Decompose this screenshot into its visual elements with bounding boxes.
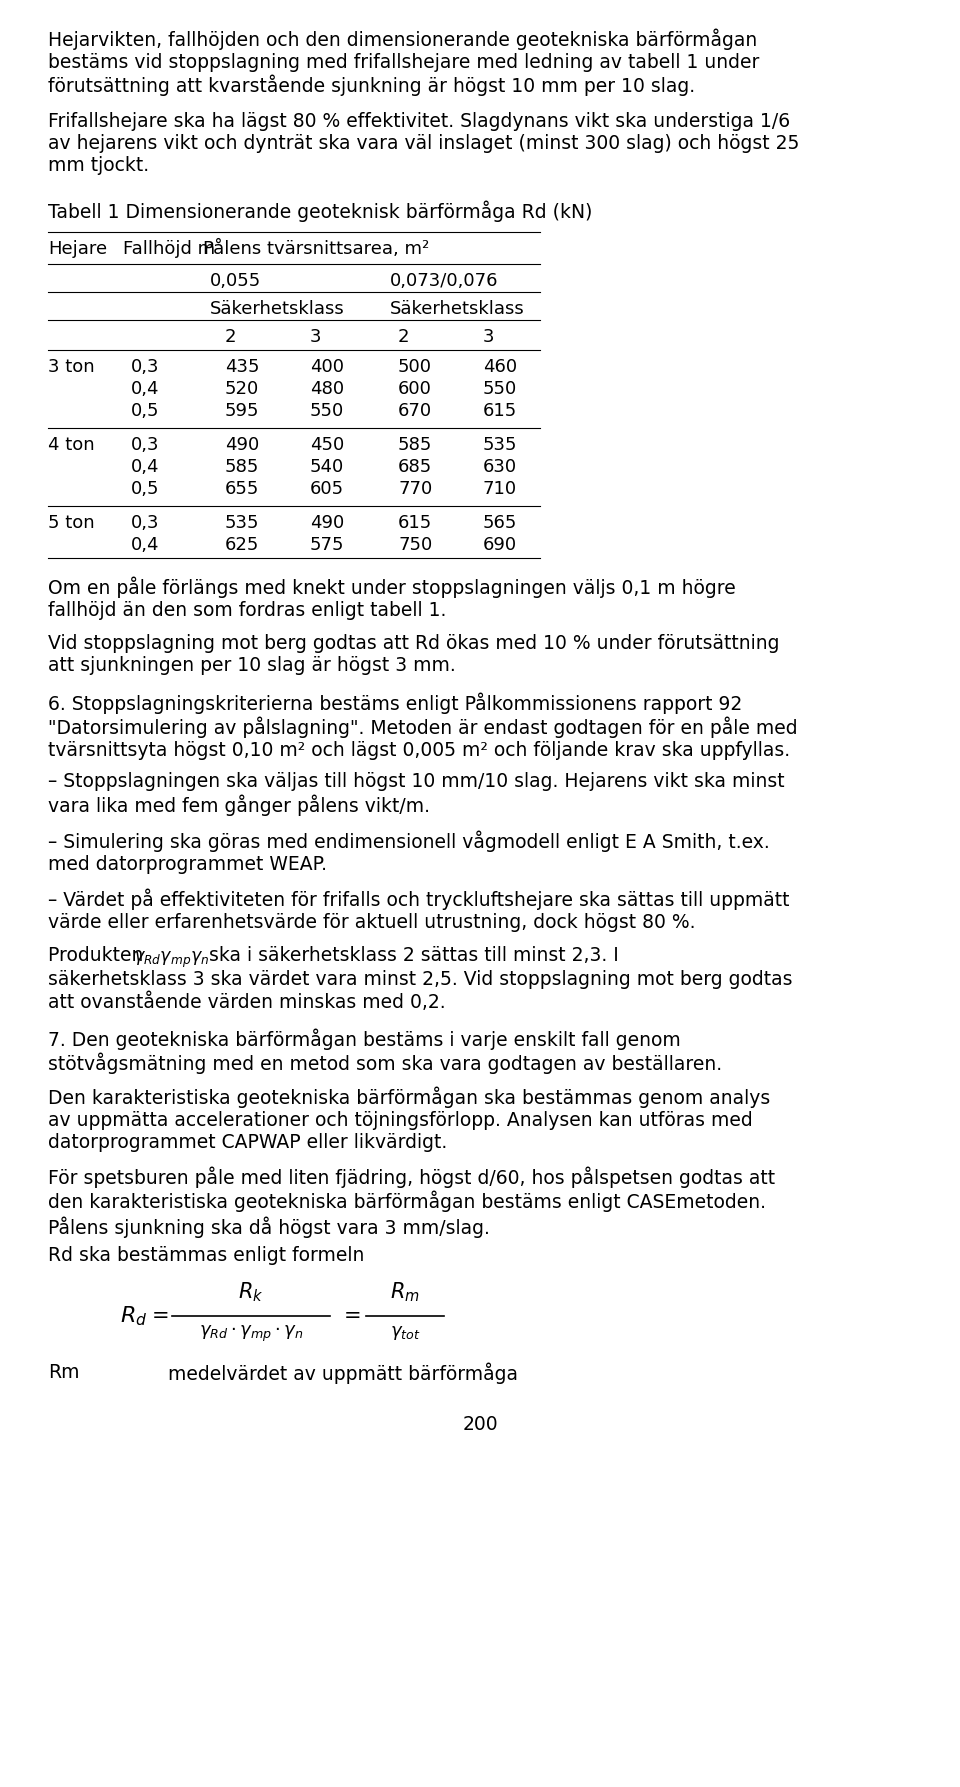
Text: Vid stoppslagning mot berg godtas att Rd ökas med 10 % under förutsättning
att s: Vid stoppslagning mot berg godtas att Rd… [48, 634, 780, 675]
Text: 600: 600 [398, 381, 432, 399]
Text: 535: 535 [483, 436, 517, 454]
Text: 3: 3 [483, 329, 494, 347]
Text: 0,073/0,076: 0,073/0,076 [390, 272, 498, 289]
Text: medelvärdet av uppmätt bärförmåga: medelvärdet av uppmätt bärförmåga [168, 1363, 518, 1385]
Text: 0,4: 0,4 [131, 536, 159, 554]
Text: 0,3: 0,3 [131, 515, 159, 533]
Text: 0,3: 0,3 [131, 357, 159, 375]
Text: 4 ton: 4 ton [48, 436, 95, 454]
Text: =: = [344, 1306, 362, 1326]
Text: 630: 630 [483, 457, 517, 475]
Text: 520: 520 [225, 381, 259, 399]
Text: 690: 690 [483, 536, 517, 554]
Text: Tabell 1 Dimensionerande geoteknisk bärförmåga Rd (kN): Tabell 1 Dimensionerande geoteknisk bärf… [48, 200, 592, 222]
Text: 2: 2 [398, 329, 410, 347]
Text: 490: 490 [310, 515, 345, 533]
Text: 490: 490 [225, 436, 259, 454]
Text: ska i säkerhetsklass 2 sättas till minst 2,3. I: ska i säkerhetsklass 2 sättas till minst… [203, 945, 619, 965]
Text: 7. Den geotekniska bärförmågan bestäms i varje enskilt fall genom
stötvågsmätnin: 7. Den geotekniska bärförmågan bestäms i… [48, 1028, 722, 1074]
Text: Produkten: Produkten [48, 945, 150, 965]
Text: $\gamma_{tot}$: $\gamma_{tot}$ [390, 1324, 420, 1342]
Text: 0,5: 0,5 [131, 481, 159, 499]
Text: Om en påle förlängs med knekt under stoppslagningen väljs 0,1 m högre
fallhöjd ä: Om en påle förlängs med knekt under stop… [48, 575, 735, 620]
Text: 500: 500 [398, 357, 432, 375]
Text: 550: 550 [483, 381, 517, 399]
Text: 435: 435 [225, 357, 259, 375]
Text: $R_k$: $R_k$ [238, 1281, 264, 1305]
Text: Fallhöjd m: Fallhöjd m [123, 239, 215, 257]
Text: För spetsburen påle med liten fjädring, högst d/60, hos pålspetsen godtas att
de: För spetsburen påle med liten fjädring, … [48, 1165, 775, 1238]
Text: 0,4: 0,4 [131, 457, 159, 475]
Text: 0,3: 0,3 [131, 436, 159, 454]
Text: Säkerhetsklass: Säkerhetsklass [390, 300, 525, 318]
Text: 595: 595 [225, 402, 259, 420]
Text: 460: 460 [483, 357, 517, 375]
Text: Hejarvikten, fallhöjden och den dimensionerande geotekniska bärförmågan
bestäms : Hejarvikten, fallhöjden och den dimensio… [48, 29, 759, 96]
Text: Rd ska bestämmas enligt formeln: Rd ska bestämmas enligt formeln [48, 1246, 365, 1265]
Text: – Värdet på effektiviteten för frifalls och tryckluftshejare ska sättas till upp: – Värdet på effektiviteten för frifalls … [48, 888, 789, 931]
Text: 0,5: 0,5 [131, 402, 159, 420]
Text: 540: 540 [310, 457, 345, 475]
Text: 770: 770 [398, 481, 432, 499]
Text: 3: 3 [310, 329, 322, 347]
Text: 685: 685 [398, 457, 432, 475]
Text: 625: 625 [225, 536, 259, 554]
Text: 585: 585 [225, 457, 259, 475]
Text: säkerhetsklass 3 ska värdet vara minst 2,5. Vid stoppslagning mot berg godtas
at: säkerhetsklass 3 ska värdet vara minst 2… [48, 970, 793, 1011]
Text: Pålens tvärsnittsarea, m²: Pålens tvärsnittsarea, m² [203, 239, 429, 257]
Text: 710: 710 [483, 481, 517, 499]
Text: $R_d$: $R_d$ [120, 1305, 148, 1328]
Text: 0,4: 0,4 [131, 381, 159, 399]
Text: 615: 615 [483, 402, 517, 420]
Text: Säkerhetsklass: Säkerhetsklass [210, 300, 345, 318]
Text: 200: 200 [462, 1415, 498, 1433]
Text: Frifallshejare ska ha lägst 80 % effektivitet. Slagdynans vikt ska understiga 1/: Frifallshejare ska ha lägst 80 % effekti… [48, 113, 800, 175]
Text: 615: 615 [398, 515, 432, 533]
Text: $R_m$: $R_m$ [390, 1281, 420, 1305]
Text: – Simulering ska göras med endimensionell vågmodell enligt E A Smith, t.ex.
med : – Simulering ska göras med endimensionel… [48, 829, 770, 874]
Text: 605: 605 [310, 481, 344, 499]
Text: 655: 655 [225, 481, 259, 499]
Text: 575: 575 [310, 536, 345, 554]
Text: 0,055: 0,055 [210, 272, 261, 289]
Text: 585: 585 [398, 436, 432, 454]
Text: 480: 480 [310, 381, 344, 399]
Text: – Stoppslagningen ska väljas till högst 10 mm/10 slag. Hejarens vikt ska minst
v: – Stoppslagningen ska väljas till högst … [48, 772, 784, 817]
Text: $\gamma_{Rd}\gamma_{mp}\gamma_{n}$: $\gamma_{Rd}\gamma_{mp}\gamma_{n}$ [133, 951, 209, 970]
Text: $\gamma_{Rd} \cdot \gamma_{mp} \cdot \gamma_{n}$: $\gamma_{Rd} \cdot \gamma_{mp} \cdot \ga… [199, 1324, 303, 1344]
Text: 750: 750 [398, 536, 432, 554]
Text: 535: 535 [225, 515, 259, 533]
Text: 2: 2 [225, 329, 236, 347]
Text: 5 ton: 5 ton [48, 515, 95, 533]
Text: Den karakteristiska geotekniska bärförmågan ska bestämmas genom analys
av uppmät: Den karakteristiska geotekniska bärförmå… [48, 1086, 770, 1151]
Text: 550: 550 [310, 402, 345, 420]
Text: 3 ton: 3 ton [48, 357, 95, 375]
Text: Hejare: Hejare [48, 239, 108, 257]
Text: Rm: Rm [48, 1363, 80, 1381]
Text: 400: 400 [310, 357, 344, 375]
Text: 670: 670 [398, 402, 432, 420]
Text: 565: 565 [483, 515, 517, 533]
Text: 6. Stoppslagningskriterierna bestäms enligt Pålkommissionens rapport 92
"Datorsi: 6. Stoppslagningskriterierna bestäms enl… [48, 692, 798, 761]
Text: =: = [152, 1306, 170, 1326]
Text: 450: 450 [310, 436, 345, 454]
